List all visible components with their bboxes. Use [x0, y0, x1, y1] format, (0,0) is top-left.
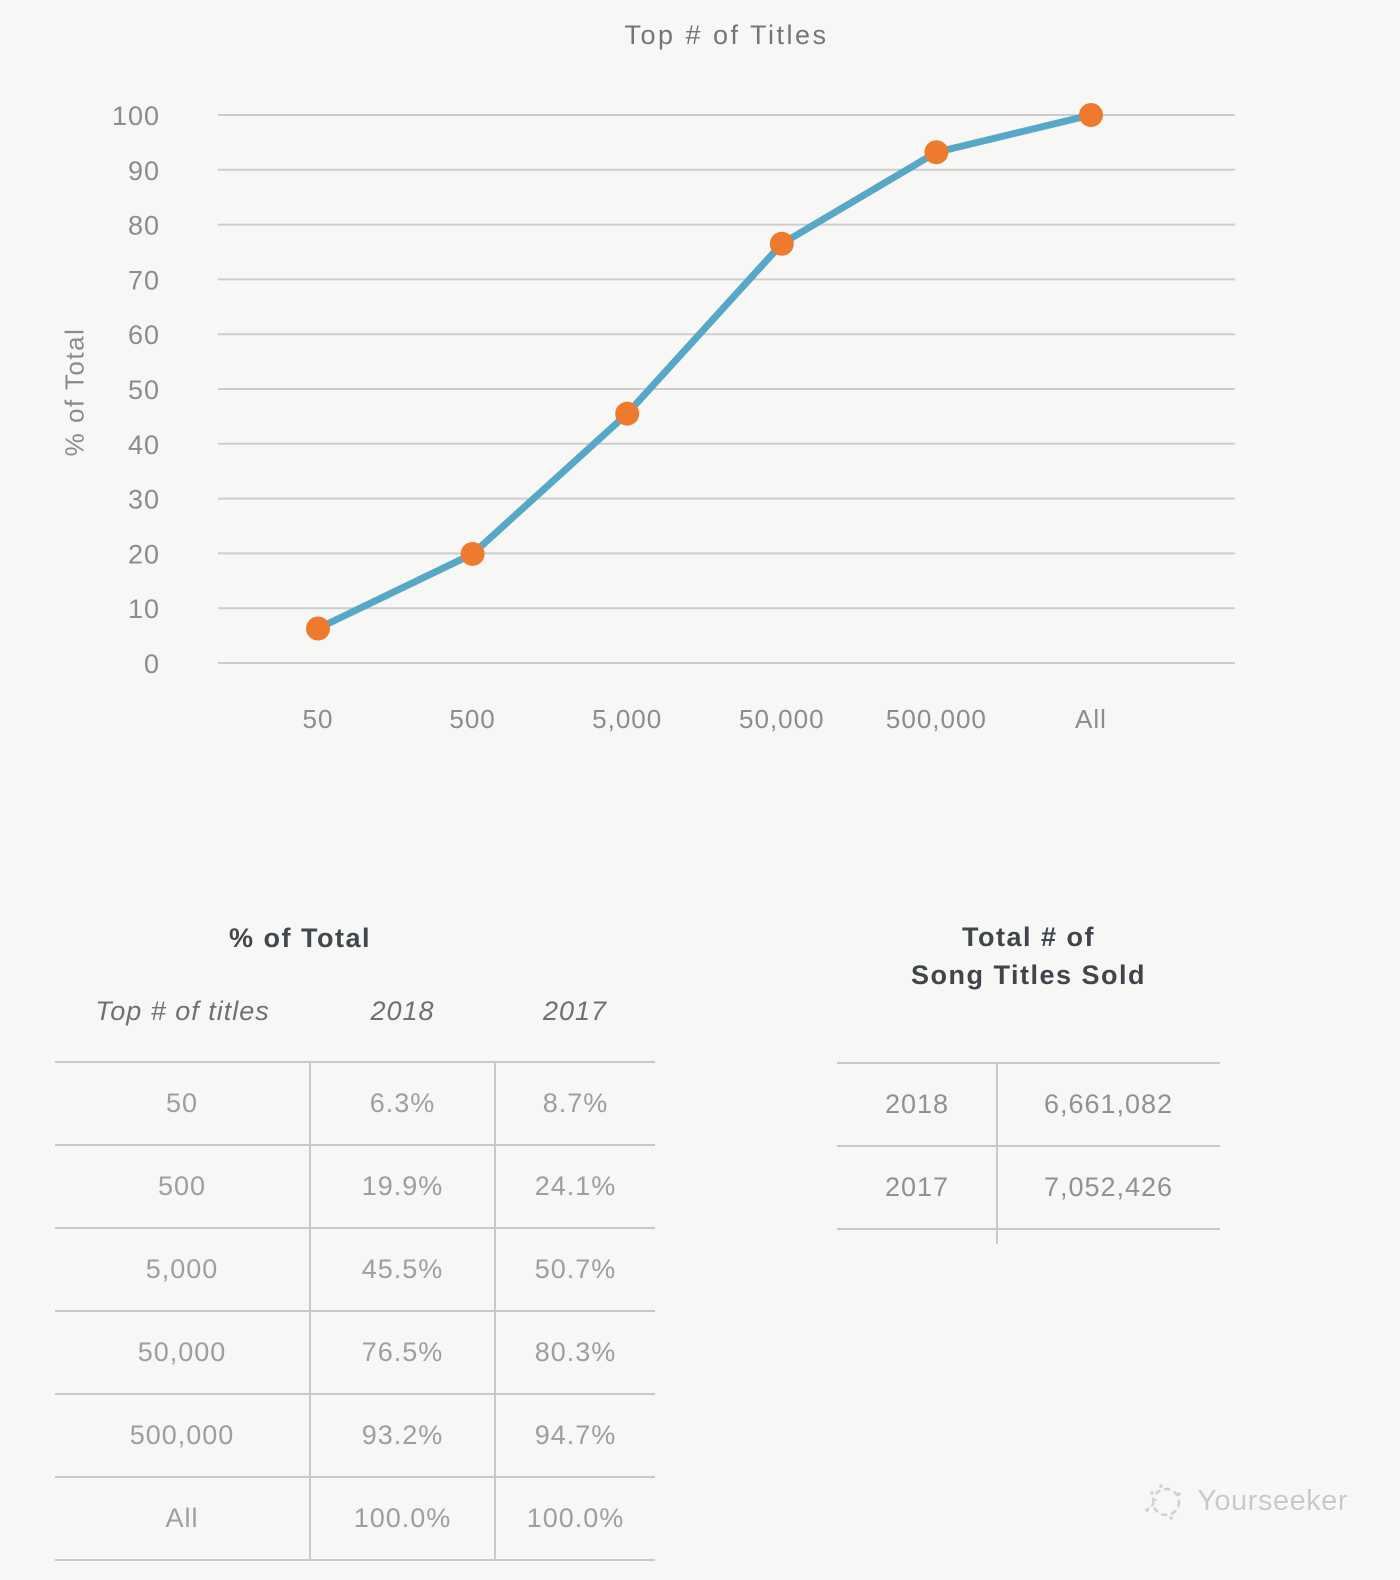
y-tick-label: 70	[128, 265, 160, 295]
column-header-2017: 2017	[542, 995, 608, 1026]
yourseeker-logo-icon	[1145, 1484, 1182, 1520]
row-label: All	[55, 1476, 310, 1561]
year-label: 2017	[837, 1145, 997, 1230]
chart-title: Top # of Titles	[624, 20, 829, 50]
column-header-2018: 2018	[370, 995, 435, 1026]
percent-of-total-title: % of Total	[229, 923, 371, 953]
total-titles-sold-table: Total # of Song Titles Sold 2018 6,661,0…	[837, 918, 1220, 1244]
value-2018: 45.5%	[309, 1227, 495, 1311]
data-point	[924, 140, 949, 165]
y-tick-label: 50	[128, 375, 160, 405]
data-point	[460, 541, 485, 566]
y-tick-label: 80	[128, 211, 160, 241]
y-tick-label: 100	[112, 101, 160, 131]
column-header-top-titles: Top # of titles	[95, 995, 270, 1026]
y-tick-label: 60	[128, 320, 160, 350]
year-label: 2018	[837, 1062, 997, 1146]
table-row: 5,000 45.5% 50.7%	[55, 1227, 655, 1311]
table-header-row: Top # of titles 2018 2017	[55, 961, 655, 1062]
y-tick-label: 10	[128, 594, 160, 624]
column-divider	[996, 1062, 998, 1244]
table-row: 50 6.3% 8.7%	[55, 1061, 655, 1145]
watermark: Yourseeker	[1141, 1480, 1348, 1522]
x-tick-label: 50,000	[739, 704, 825, 734]
value-2017: 94.7%	[494, 1393, 655, 1477]
total-titles-sold-title: Total # of Song Titles Sold	[837, 918, 1220, 994]
percent-of-total-table: % of Total Top # of titles 2018 2017 50 …	[55, 915, 655, 1561]
table-row: 50,000 76.5% 80.3%	[55, 1310, 655, 1394]
x-tick-label: 5,000	[592, 704, 662, 734]
value-2017: 50.7%	[494, 1227, 655, 1311]
table-row: 500,000 93.2% 94.7%	[55, 1393, 655, 1477]
y-tick-label: 30	[128, 485, 160, 515]
watermark-text: Yourseeker	[1197, 1484, 1348, 1517]
line-series-2018	[314, 111, 1095, 632]
row-label: 50	[55, 1061, 310, 1145]
value-2018: 93.2%	[309, 1393, 495, 1477]
titles-sold-value: 6,661,082	[997, 1062, 1220, 1146]
row-label: 500	[55, 1144, 310, 1228]
value-2018: 100.0%	[309, 1476, 495, 1561]
data-point	[615, 401, 640, 426]
table-row: 2017 7,052,426	[837, 1145, 1220, 1230]
titles-sold-value: 7,052,426	[997, 1145, 1220, 1230]
table-row: 500 19.9% 24.1%	[55, 1144, 655, 1228]
data-point	[769, 231, 794, 256]
table-row: All 100.0% 100.0%	[55, 1476, 655, 1561]
value-2018: 6.3%	[309, 1061, 495, 1145]
x-tick-label: 500,000	[886, 704, 987, 734]
row-label: 5,000	[55, 1227, 310, 1311]
data-point	[1079, 103, 1103, 127]
y-tick-label: 20	[128, 539, 160, 569]
value-2017: 8.7%	[494, 1061, 655, 1145]
data-point	[306, 616, 330, 641]
y-tick-label: 90	[128, 156, 160, 186]
percent-of-total-grid: Top # of titles 2018 2017 50 6.3% 8.7% 5…	[55, 961, 655, 1561]
title-line-2: Song Titles Sold	[910, 960, 1147, 990]
y-tick-label: 40	[128, 430, 160, 460]
x-tick-label: 50	[303, 704, 334, 734]
x-tick-label: All	[1075, 704, 1107, 734]
title-line-1: Total # of	[962, 922, 1095, 952]
y-tick-label: 0	[144, 649, 160, 679]
value-2017: 24.1%	[494, 1144, 655, 1228]
chart-canvas: 0 10 20 30 40 50 60 70 80 90 100 50 500 5,000 50,000 50…	[112, 101, 1235, 734]
value-2018: 19.9%	[309, 1144, 495, 1228]
value-2017: 100.0%	[494, 1476, 655, 1561]
y-axis-title: % of Total	[59, 327, 90, 457]
row-label: 500,000	[55, 1393, 310, 1477]
row-label: 50,000	[55, 1310, 310, 1394]
x-tick-label: 500	[449, 704, 495, 734]
value-2017: 80.3%	[494, 1310, 655, 1394]
value-2018: 76.5%	[309, 1310, 495, 1394]
table-row: 2018 6,661,082	[837, 1062, 1220, 1146]
total-titles-sold-grid: 2018 6,661,082 2017 7,052,426	[837, 1062, 1220, 1230]
